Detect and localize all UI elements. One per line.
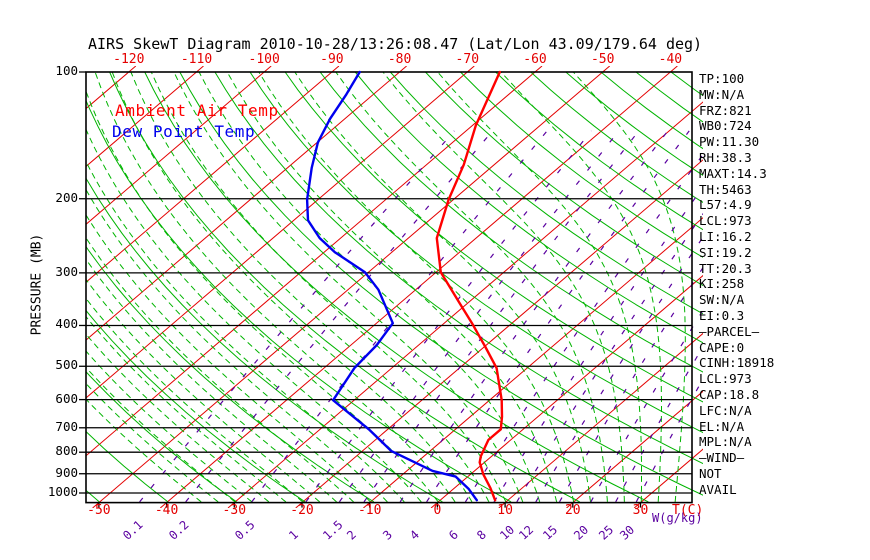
stats-line: RH:38.3 bbox=[699, 150, 752, 165]
top-temp-tick-label: -80 bbox=[387, 52, 412, 67]
pressure-tick-label: 300 bbox=[55, 263, 78, 279]
stats-line: AVAIL bbox=[699, 481, 737, 497]
stats-line: CAPE:0 bbox=[699, 339, 745, 355]
pressure-tick-label: 700 bbox=[55, 418, 78, 434]
stats-line: PW:11.30 bbox=[699, 134, 760, 150]
bottom-temp-tick-label: 30 bbox=[632, 503, 649, 518]
top-temp-tick-label: -120 bbox=[113, 52, 145, 67]
stats-line: LCL:973 bbox=[699, 371, 752, 387]
pressure-tick-label: 1000 bbox=[47, 484, 78, 499]
stats-line: MPL:N/A bbox=[699, 434, 752, 450]
pressure-tick-label: 400 bbox=[55, 316, 78, 332]
bottom-temp-tick-label: -50 bbox=[87, 503, 111, 518]
stats-line: SW:N/A bbox=[699, 292, 745, 308]
sounding-curves bbox=[305, 70, 504, 502]
stats-line: LFC:N/A bbox=[699, 402, 752, 418]
stats-line: EI:0.3 bbox=[699, 308, 745, 323]
top-temp-tick-label: -110 bbox=[180, 52, 213, 67]
top-temp-tick-label: -90 bbox=[320, 52, 344, 67]
bottom-temp-tick-label: 20 bbox=[564, 503, 581, 518]
stats-line: NOT bbox=[699, 466, 722, 481]
stats-line: MW:N/A bbox=[699, 86, 745, 102]
moist-adiabats bbox=[86, 71, 686, 503]
bottom-temp-tick-label: 10 bbox=[497, 503, 513, 518]
legend-ambient-air-temp: Ambient Air Temp bbox=[115, 101, 279, 120]
ambient-temp-curve bbox=[435, 70, 504, 502]
stats-line: WB0:724 bbox=[699, 118, 752, 134]
bottom-temp-tick-label: -40 bbox=[154, 503, 179, 518]
stats-line: MAXT:14.3 bbox=[699, 165, 767, 181]
top-temp-tick-label: -60 bbox=[523, 52, 547, 67]
pressure-tick-label: 800 bbox=[55, 443, 78, 459]
stats-line: TH:5463 bbox=[699, 181, 752, 197]
bottom-temp-tick-label: 0 bbox=[433, 503, 442, 518]
legend-dew-point-temp: Dew Point Temp bbox=[112, 122, 256, 141]
top-temp-tick-label: -50 bbox=[590, 52, 615, 67]
top-temp-tick-label: -70 bbox=[455, 52, 480, 67]
pressure-tick-label: 200 bbox=[55, 189, 78, 205]
stats-line: LI:16.2 bbox=[699, 229, 752, 244]
pressure-tick-label: 500 bbox=[55, 357, 78, 373]
dry-adiabats bbox=[86, 71, 703, 503]
stats-line: CAP:18.8 bbox=[699, 387, 760, 402]
plot-frame bbox=[79, 71, 693, 508]
stats-line: CINH:18918 bbox=[699, 355, 775, 371]
stats-line: SI:19.2 bbox=[699, 244, 752, 260]
dew-point-curve bbox=[305, 70, 478, 502]
stats-line: LCL:973 bbox=[699, 213, 752, 229]
pressure-tick-label: 900 bbox=[55, 464, 78, 480]
stats-line: L57:4.9 bbox=[699, 197, 752, 213]
bottom-temp-tick-label: -20 bbox=[290, 503, 314, 518]
temp-unit-label: T(C) bbox=[672, 503, 704, 518]
background-lines bbox=[86, 66, 703, 508]
page-title: AIRS SkewT Diagram 2010-10-28/13:26:08.4… bbox=[88, 35, 703, 53]
bottom-temp-tick-label: -30 bbox=[222, 503, 247, 518]
stats-line: –WIND– bbox=[699, 450, 745, 466]
stats-line: –PARCEL– bbox=[699, 323, 760, 339]
mixing-unit-label: W(g/kg) bbox=[652, 511, 703, 525]
pressure-tick-label: 100 bbox=[55, 63, 78, 78]
top-temp-tick-label: -100 bbox=[248, 52, 280, 67]
stats-line: KI:258 bbox=[699, 276, 745, 292]
pressure-tick-label: 600 bbox=[55, 390, 78, 406]
pressure-gridlines bbox=[86, 198, 692, 494]
bottom-temp-tick-label: -10 bbox=[357, 503, 382, 518]
stats-line: EL:N/A bbox=[699, 418, 745, 434]
top-temp-tick-label: -40 bbox=[658, 52, 683, 67]
stats-line: TP:100 bbox=[699, 71, 745, 86]
stats-line: FRZ:821 bbox=[699, 102, 752, 118]
stats-line: TT:20.3 bbox=[699, 260, 752, 276]
